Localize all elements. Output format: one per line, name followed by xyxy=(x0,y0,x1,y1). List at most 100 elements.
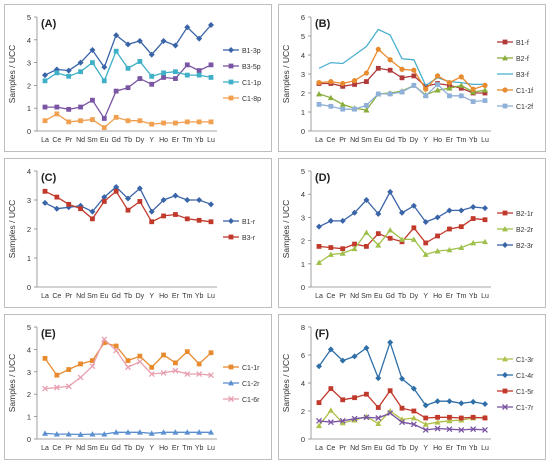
data-point xyxy=(482,87,488,93)
data-point xyxy=(149,219,155,225)
series-group xyxy=(42,336,214,392)
data-point xyxy=(351,417,358,423)
data-point xyxy=(340,83,346,89)
x-tick-label: Lu xyxy=(207,137,215,144)
data-point xyxy=(316,90,322,97)
data-point xyxy=(184,216,190,222)
data-point xyxy=(101,194,108,201)
data-point xyxy=(316,223,322,230)
legend-label: C1-2f xyxy=(516,104,533,111)
y-tick-label: 1 xyxy=(27,104,31,113)
data-point xyxy=(470,426,477,433)
data-point xyxy=(363,70,370,76)
legend-marker xyxy=(228,364,234,370)
data-point xyxy=(458,85,464,91)
data-point xyxy=(422,426,429,433)
data-point xyxy=(101,336,108,343)
x-tick-label: Tb xyxy=(398,445,406,452)
data-point xyxy=(434,87,441,93)
data-point xyxy=(470,239,477,246)
data-point xyxy=(101,125,107,130)
data-point xyxy=(351,353,358,360)
data-point xyxy=(422,219,429,226)
x-tick-label: Tm xyxy=(182,445,192,452)
x-tick-label: La xyxy=(315,137,323,144)
y-tick-label: 0 xyxy=(301,283,305,292)
data-point xyxy=(53,431,60,437)
x-tick-label: Tb xyxy=(124,293,132,300)
data-point xyxy=(482,426,488,433)
data-point xyxy=(113,183,120,190)
data-point xyxy=(125,364,131,371)
data-point xyxy=(458,244,465,250)
data-point xyxy=(148,51,155,58)
chart-svg: 0 1 2 3 4 5 La Ce Pr Nd Sm Eu Gd Tb Dy Y Ho Er Tm Yb Lu Sampl… xyxy=(7,13,261,144)
data-point xyxy=(161,70,166,76)
x-tick-label: Sm xyxy=(361,445,372,452)
data-point xyxy=(113,32,120,39)
series-group xyxy=(316,339,488,409)
series-group xyxy=(316,386,488,421)
data-point xyxy=(375,91,381,97)
legend-marker xyxy=(502,210,508,216)
x-tick-label: Sm xyxy=(87,293,98,300)
x-tick-label: Tm xyxy=(456,293,466,300)
x-tick-label: Dy xyxy=(410,445,419,452)
legend-label: B2-3r xyxy=(516,243,534,250)
data-point xyxy=(364,244,369,249)
data-point xyxy=(78,104,83,110)
data-point xyxy=(53,205,60,212)
data-point xyxy=(208,201,214,208)
x-tick-label: Lu xyxy=(481,445,489,452)
data-point xyxy=(482,90,488,96)
data-point xyxy=(339,417,346,424)
x-tick-label: Er xyxy=(446,293,454,300)
x-tick-label: Pr xyxy=(339,445,347,452)
data-point xyxy=(387,235,393,241)
x-tick-label: Dy xyxy=(136,293,145,300)
legend-marker xyxy=(228,396,234,402)
data-point xyxy=(161,120,166,126)
data-point xyxy=(113,188,119,194)
data-point xyxy=(387,57,393,63)
data-point xyxy=(458,224,464,230)
y-tick-label: 2 xyxy=(301,89,305,98)
series-group xyxy=(42,183,214,215)
x-tick-label: Nd xyxy=(350,293,359,300)
data-point xyxy=(65,67,72,74)
legend-marker xyxy=(502,242,508,248)
y-axis-label: Samples / UCC xyxy=(7,354,17,413)
series-line xyxy=(318,217,486,250)
data-point xyxy=(173,76,178,81)
y-tick-label: 6 xyxy=(301,351,305,360)
y-tick-label: 4 xyxy=(301,379,305,388)
y-tick-label: 4 xyxy=(27,36,31,45)
data-point xyxy=(125,85,131,91)
data-point xyxy=(113,347,120,354)
data-point xyxy=(339,217,346,224)
data-point xyxy=(387,339,394,346)
data-point xyxy=(482,401,488,407)
x-tick-label: Nd xyxy=(350,445,359,452)
data-point xyxy=(172,42,179,49)
data-point xyxy=(125,118,131,124)
data-point xyxy=(65,383,72,390)
x-tick-label: Dy xyxy=(410,293,419,300)
y-tick-label: 6 xyxy=(301,13,305,22)
y-tick-label: 5 xyxy=(27,13,31,22)
panel-label: (B) xyxy=(315,18,331,30)
x-tick-label: Ce xyxy=(52,445,61,452)
data-point xyxy=(113,114,119,120)
data-point xyxy=(89,431,96,437)
series-group xyxy=(316,188,488,230)
data-point xyxy=(149,73,155,79)
data-point xyxy=(42,118,48,124)
data-point xyxy=(42,72,48,79)
data-point xyxy=(101,199,107,204)
data-point xyxy=(90,60,95,65)
data-point xyxy=(54,104,60,110)
legend-marker xyxy=(502,372,508,378)
data-point xyxy=(410,236,417,242)
x-tick-label: Lu xyxy=(481,293,489,300)
